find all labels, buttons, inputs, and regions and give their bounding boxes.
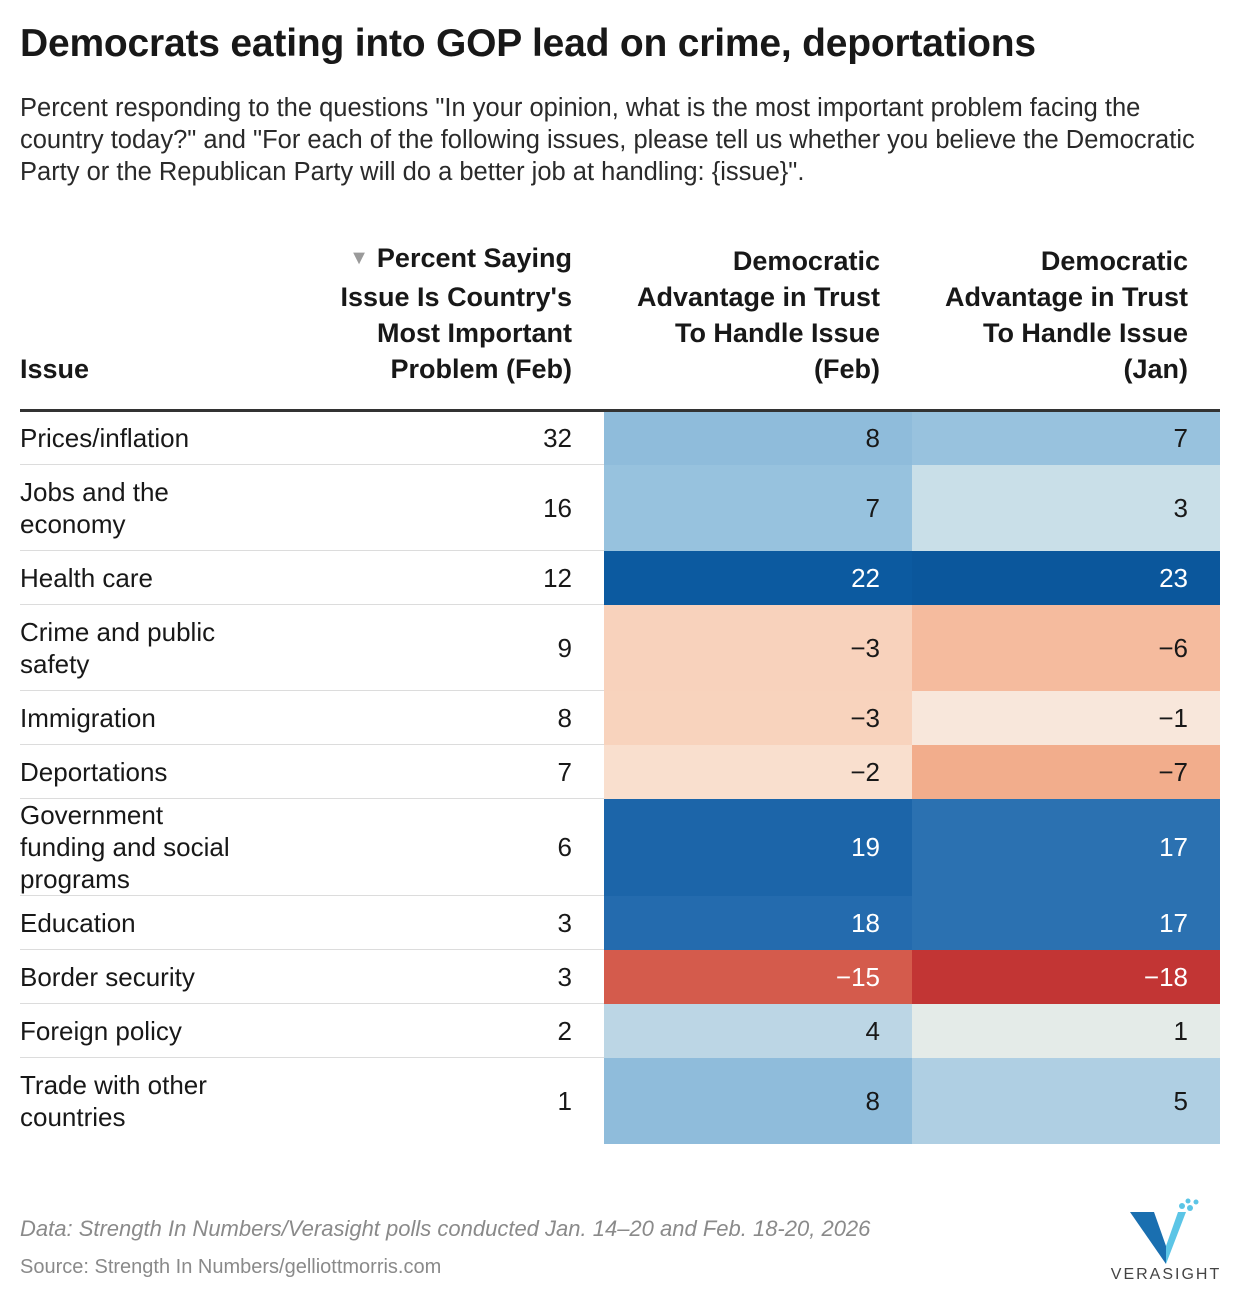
table-row: Crime and public safety 9 −3 −6 xyxy=(20,604,1220,691)
table-row: Prices/inflation 32 8 7 xyxy=(20,410,1220,465)
cell-dem-advantage-feb: 7 xyxy=(604,464,912,551)
cell-pct-most-important: 32 xyxy=(330,410,604,465)
cell-dem-advantage-jan: 7 xyxy=(912,410,1220,465)
cell-pct-most-important: 16 xyxy=(330,464,604,551)
cell-dem-advantage-jan: 1 xyxy=(912,1003,1220,1058)
table-row: Trade with other countries 1 8 5 xyxy=(20,1057,1220,1144)
cell-dem-advantage-jan: 23 xyxy=(912,550,1220,605)
logo-text: VERASIGHT xyxy=(1110,1266,1222,1283)
cell-issue: Border security xyxy=(20,949,330,1004)
table-row: Deportations 7 −2 −7 xyxy=(20,744,1220,799)
cell-dem-advantage-feb: −3 xyxy=(604,690,912,745)
verasight-logo: VERASIGHT xyxy=(1110,1198,1222,1288)
cell-dem-advantage-jan: −6 xyxy=(912,604,1220,691)
cell-issue: Crime and public safety xyxy=(20,604,330,691)
cell-dem-advantage-jan: −7 xyxy=(912,744,1220,799)
cell-dem-advantage-feb: 8 xyxy=(604,410,912,465)
cell-dem-advantage-feb: −15 xyxy=(604,949,912,1004)
cell-dem-advantage-feb: 19 xyxy=(604,798,912,896)
source-note: Source: Strength In Numbers/gelliottmorr… xyxy=(20,1256,442,1278)
cell-pct-most-important: 2 xyxy=(330,1003,604,1058)
cell-issue: Immigration xyxy=(20,690,330,745)
cell-pct-most-important: 3 xyxy=(330,949,604,1004)
cell-pct-most-important: 3 xyxy=(330,895,604,950)
cell-pct-most-important: 12 xyxy=(330,550,604,605)
cell-pct-most-important: 8 xyxy=(330,690,604,745)
column-header-jan[interactable]: Democratic Advantage in Trust To Handle … xyxy=(944,246,1188,384)
cell-dem-advantage-feb: 4 xyxy=(604,1003,912,1058)
column-header-feb[interactable]: Democratic Advantage in Trust To Handle … xyxy=(636,246,880,384)
table-row: Government funding and social programs 6 1… xyxy=(20,798,1220,896)
table-row: Border security 3 −15 −18 xyxy=(20,949,1220,1004)
cell-dem-advantage-feb: 22 xyxy=(604,550,912,605)
table-row: Immigration 8 −3 −1 xyxy=(20,690,1220,745)
table-row: Jobs and the economy 16 7 3 xyxy=(20,464,1220,551)
table-row: Education 3 18 17 xyxy=(20,895,1220,950)
cell-issue: Foreign policy xyxy=(20,1003,330,1058)
cell-dem-advantage-feb: 8 xyxy=(604,1057,912,1144)
table-row: Foreign policy 2 4 1 xyxy=(20,1003,1220,1058)
cell-dem-advantage-jan: 3 xyxy=(912,464,1220,551)
cell-issue: Health care xyxy=(20,550,330,605)
cell-issue: Deportations xyxy=(20,744,330,799)
cell-dem-advantage-jan: 17 xyxy=(912,798,1220,896)
chart-title: Democrats eating into GOP lead on crime,… xyxy=(20,22,1036,65)
cell-pct-most-important: 6 xyxy=(330,798,604,896)
table-header-row: Issue ▼ Percent Saying Issue Is Country's… xyxy=(20,240,1220,411)
cell-issue: Prices/inflation xyxy=(20,410,330,465)
cell-pct-most-important: 9 xyxy=(330,604,604,691)
cell-issue: Jobs and the economy xyxy=(20,464,330,551)
cell-issue: Trade with other countries xyxy=(20,1069,207,1132)
cell-pct-most-important: 1 xyxy=(557,1085,572,1116)
cell-dem-advantage-feb: −3 xyxy=(604,604,912,691)
cell-dem-advantage-jan: −18 xyxy=(912,949,1220,1004)
cell-pct-most-important: 7 xyxy=(330,744,604,799)
column-header-issue[interactable]: Issue xyxy=(20,354,90,384)
cell-dem-advantage-jan: 17 xyxy=(912,895,1220,950)
cell-issue: Education xyxy=(20,895,330,950)
cell-dem-advantage-jan: −1 xyxy=(912,690,1220,745)
chart-subtitle: Percent responding to the questions "In … xyxy=(20,94,1195,186)
cell-issue: Government funding and social programs xyxy=(20,798,330,896)
cell-dem-advantage-feb: 18 xyxy=(604,895,912,950)
table-row: Health care 12 22 23 xyxy=(20,550,1220,605)
data-table: Issue ▼ Percent Saying Issue Is Country's… xyxy=(20,240,1220,1144)
cell-dem-advantage-jan: 5 xyxy=(912,1057,1220,1144)
verasight-logo-icon xyxy=(1130,1198,1199,1264)
column-header-pct[interactable]: ▼ Percent Saying Issue Is Country's Most … xyxy=(340,243,573,384)
data-note: Data: Strength In Numbers/Verasight poll… xyxy=(20,1216,871,1241)
cell-dem-advantage-feb: −2 xyxy=(604,744,912,799)
sort-descending-icon: ▼ xyxy=(349,247,369,269)
